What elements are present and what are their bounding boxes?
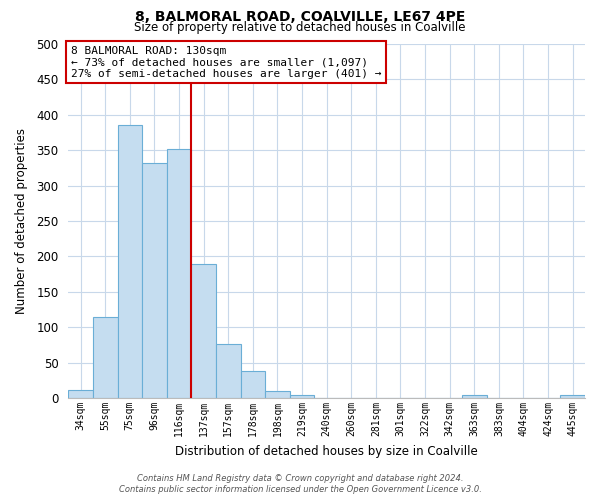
- Bar: [142, 163, 167, 398]
- Bar: [167, 149, 191, 398]
- Text: Size of property relative to detached houses in Coalville: Size of property relative to detached ho…: [134, 21, 466, 34]
- Bar: [265, 391, 290, 398]
- Bar: [462, 394, 487, 398]
- Bar: [560, 396, 585, 398]
- Text: Contains HM Land Registry data © Crown copyright and database right 2024.
Contai: Contains HM Land Registry data © Crown c…: [119, 474, 481, 494]
- Bar: [118, 126, 142, 398]
- Y-axis label: Number of detached properties: Number of detached properties: [15, 128, 28, 314]
- X-axis label: Distribution of detached houses by size in Coalville: Distribution of detached houses by size …: [175, 444, 478, 458]
- Text: 8 BALMORAL ROAD: 130sqm
← 73% of detached houses are smaller (1,097)
27% of semi: 8 BALMORAL ROAD: 130sqm ← 73% of detache…: [71, 46, 382, 79]
- Bar: [241, 371, 265, 398]
- Text: 8, BALMORAL ROAD, COALVILLE, LE67 4PE: 8, BALMORAL ROAD, COALVILLE, LE67 4PE: [135, 10, 465, 24]
- Bar: [93, 316, 118, 398]
- Bar: [68, 390, 93, 398]
- Bar: [290, 394, 314, 398]
- Bar: [191, 264, 216, 398]
- Bar: [216, 344, 241, 398]
